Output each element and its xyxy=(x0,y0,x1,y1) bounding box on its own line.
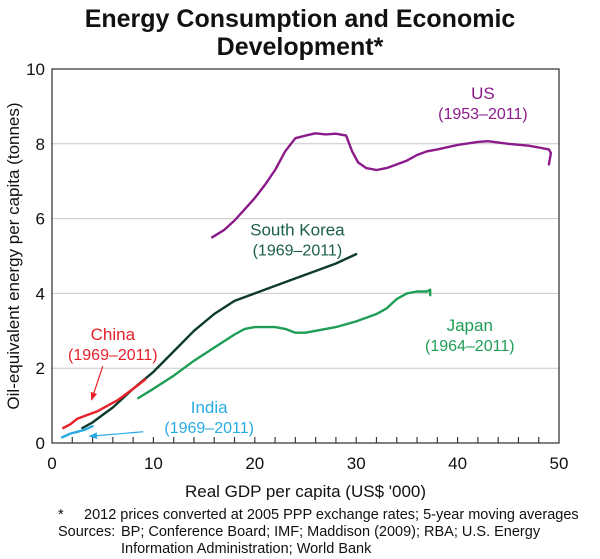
series-period-china: (1969–2011) xyxy=(68,347,158,364)
plot-frame xyxy=(51,68,560,444)
y-axis-label: Oil-equivalent energy per capita (tonnes… xyxy=(4,102,23,409)
y-tick-label-2: 2 xyxy=(36,359,45,378)
x-tick-label-20: 20 xyxy=(245,454,264,473)
footnote-sources-line1: BP; Conference Board; IMF; Maddison (200… xyxy=(121,524,541,540)
series-arrow-china xyxy=(90,366,104,401)
series-label-japan: Japan xyxy=(447,316,493,335)
footnote-sources-label: Sources: xyxy=(58,524,116,540)
chart-title-line-2: Development* xyxy=(216,33,384,61)
series-period-south-korea: (1969–2011) xyxy=(253,242,343,259)
footnote-sources-line2: Information Administration; World Bank xyxy=(121,541,372,557)
x-tick-label-0: 0 xyxy=(47,454,56,473)
x-axis-label: Real GDP per capita (US$ '000) xyxy=(185,482,426,500)
series-line-japan xyxy=(137,288,432,400)
series-line-china xyxy=(62,378,147,430)
series-label-south-korea: South Korea xyxy=(250,220,345,239)
x-tick-label-40: 40 xyxy=(448,454,467,473)
series-period-us: (1953–2011) xyxy=(438,106,528,123)
series-line-india xyxy=(60,425,94,439)
series-arrow-india xyxy=(88,431,144,439)
series-line-south-korea xyxy=(81,252,358,430)
x-tick-label-50: 50 xyxy=(550,454,569,473)
y-tick-label-8: 8 xyxy=(36,135,45,154)
x-tick-label-30: 30 xyxy=(347,454,366,473)
series-label-china: China xyxy=(91,325,136,344)
y-tick-label-10: 10 xyxy=(26,60,45,79)
series-label-india: India xyxy=(191,398,228,417)
x-tick-label-10: 10 xyxy=(144,454,163,473)
series-period-japan: (1964–2011) xyxy=(425,338,515,355)
series-period-india: (1969–2011) xyxy=(164,420,254,437)
series-label-us: US xyxy=(471,84,495,103)
chart-title-line-1: Energy Consumption and Economic xyxy=(84,5,516,33)
y-tick-label-6: 6 xyxy=(36,210,45,229)
series-line-us xyxy=(211,132,553,239)
y-tick-label-4: 4 xyxy=(36,284,45,303)
chart-svg: 0 10 20 30 40 50 0 2 4 6 8 10 Real GDP per capita (U… xyxy=(4,60,569,500)
y-tick-label-0: 0 xyxy=(36,434,45,453)
footnote-asterisk: * xyxy=(58,507,64,523)
footnote-note: 2012 prices converted at 2005 PPP exchan… xyxy=(84,507,579,523)
